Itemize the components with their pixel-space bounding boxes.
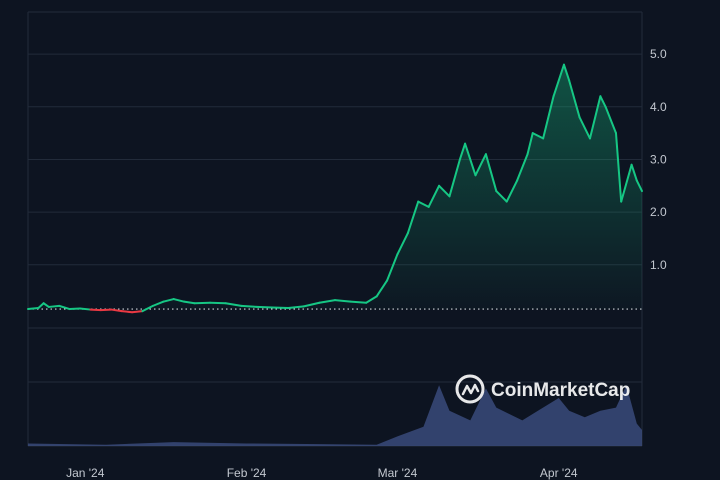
price-segment <box>162 298 175 303</box>
price-segment <box>349 300 368 304</box>
price-segment <box>255 305 274 309</box>
coinmarketcap-logo-icon <box>455 374 485 404</box>
price-segment <box>448 158 461 198</box>
price-segment <box>552 63 565 98</box>
price-area <box>28 64 642 310</box>
price-segment <box>568 79 581 119</box>
price-segment <box>151 300 165 307</box>
price-segment <box>79 307 92 311</box>
price-segment <box>27 306 40 311</box>
price-segment <box>386 253 399 282</box>
price-segment <box>89 308 102 312</box>
price-segment <box>318 299 336 304</box>
price-segment <box>334 299 352 303</box>
price-segment <box>406 200 420 235</box>
price-lines <box>27 63 643 314</box>
y-tick-label: 3.0 <box>650 152 667 166</box>
price-segment <box>141 304 154 313</box>
price-segment <box>531 132 545 140</box>
watermark-text: CoinMarketCap <box>491 380 630 401</box>
price-segment <box>99 308 113 312</box>
price-segment <box>375 279 389 298</box>
price-segment <box>302 301 321 308</box>
volume-area <box>28 385 642 446</box>
price-segment <box>505 179 519 203</box>
price-segment <box>240 304 258 308</box>
price-segment <box>120 310 134 314</box>
price-segment <box>495 190 508 203</box>
price-segment <box>562 63 571 82</box>
price-segment <box>438 184 451 198</box>
price-segment <box>131 310 144 314</box>
price-segment <box>516 153 529 182</box>
price-segment <box>396 232 409 256</box>
x-tick-label: Mar '24 <box>378 466 418 480</box>
price-segment <box>526 132 534 156</box>
price-segment <box>209 301 227 305</box>
price-segment <box>620 163 633 203</box>
price-segment <box>58 304 71 311</box>
price-segment <box>542 95 555 140</box>
price-segment <box>635 179 643 193</box>
y-tick-label: 1.0 <box>650 258 667 272</box>
price-segment <box>458 142 467 161</box>
x-tick-label: Feb '24 <box>227 466 267 480</box>
watermark: CoinMarketCap <box>455 374 630 404</box>
price-segment <box>588 95 602 140</box>
y-tick-label: 5.0 <box>650 47 667 61</box>
price-segment <box>427 184 441 208</box>
y-tick-label: 2.0 <box>650 205 667 219</box>
price-segment <box>474 153 487 177</box>
price-segment <box>599 95 607 108</box>
x-tick-label: Jan '24 <box>66 466 105 480</box>
price-segment <box>42 302 50 308</box>
price-segment <box>604 105 617 135</box>
price-segment <box>271 306 290 309</box>
price-segment <box>578 116 591 140</box>
price-segment <box>484 153 498 193</box>
price-segment <box>172 298 186 303</box>
volume-fill <box>28 385 642 446</box>
y-axis: 1.0 2.0 3.0 4.0 5.0 <box>650 47 667 272</box>
price-segment <box>110 308 123 313</box>
price-segment <box>224 302 243 307</box>
price-segment <box>68 307 82 311</box>
x-axis: Jan '24 Feb '24 Mar '24 Apr '24 <box>66 466 578 480</box>
price-segment <box>183 300 196 305</box>
price-segment <box>37 302 45 309</box>
price-segment <box>630 163 638 182</box>
x-tick-label: Apr '24 <box>540 466 578 480</box>
y-tick-label: 4.0 <box>650 100 667 114</box>
price-segment <box>193 301 212 305</box>
price-segment <box>47 304 61 308</box>
price-segment <box>287 305 305 309</box>
price-segment <box>417 200 430 208</box>
price-segment <box>464 142 477 177</box>
price-area-fill <box>28 64 642 310</box>
price-segment <box>614 132 623 203</box>
price-segment <box>365 295 378 304</box>
